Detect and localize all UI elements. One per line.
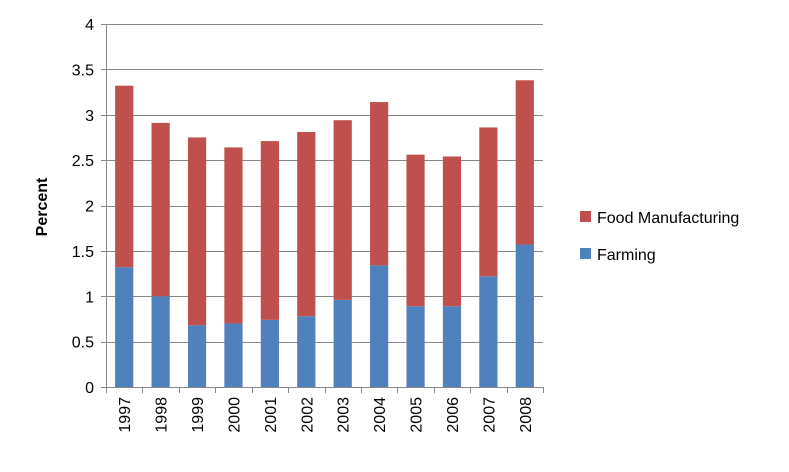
x-tick-label: 1997 [117, 397, 134, 433]
y-axis-title: Percent [34, 177, 51, 236]
bar-food-manufacturing-2004 [370, 102, 389, 266]
legend-swatch-farming [580, 248, 591, 259]
legend-label-farming: Farming [597, 247, 656, 264]
y-tick-label: 1.5 [72, 244, 94, 261]
y-tick-labels: 0 0.5 1 1.5 2 2.5 3 3.5 4 [72, 17, 94, 397]
y-tick-label: 4 [85, 17, 94, 34]
bar-food-manufacturing-2000 [224, 147, 243, 324]
bar-food-manufacturing-1998 [151, 122, 170, 297]
y-tick-label: 0 [85, 380, 94, 397]
x-tick-label: 2005 [409, 397, 426, 433]
x-tick-label: 1999 [190, 397, 207, 433]
legend: Food Manufacturing Farming [580, 210, 739, 264]
legend-label-food-manufacturing: Food Manufacturing [597, 210, 739, 227]
bar-farming-1998 [151, 296, 170, 387]
bar-farming-2006 [442, 306, 462, 387]
bar-food-manufacturing-2008 [515, 80, 534, 245]
x-tick-label: 2003 [336, 397, 353, 433]
x-tick-label: 2000 [226, 397, 243, 433]
bar-food-manufacturing-2003 [333, 120, 352, 300]
legend-swatch-food-manufacturing [580, 211, 591, 222]
gridlines [106, 24, 543, 343]
y-tick-label: 0.5 [72, 335, 94, 352]
x-tick-labels: 1997 1998 1999 2000 2001 2002 2003 2004 2005 2006… [117, 397, 535, 433]
bar-food-manufacturing-2007 [479, 127, 498, 277]
x-tick-label: 2001 [263, 397, 280, 433]
x-tick-label: 2006 [445, 397, 462, 433]
x-tick-label: 2008 [518, 397, 535, 433]
bar-food-manufacturing-1997 [115, 85, 134, 268]
bar-farming-2007 [479, 276, 498, 387]
x-tick-label: 2004 [372, 397, 389, 433]
y-tick-label: 2 [85, 199, 94, 216]
bar-farming-1999 [187, 325, 207, 387]
y-tick-label: 2.5 [72, 153, 94, 170]
bar-food-manufacturing-1999 [187, 137, 207, 326]
y-tick-label: 3 [85, 108, 94, 125]
bar-farming-2008 [515, 244, 534, 387]
bar-farming-1997 [115, 267, 134, 387]
bar-food-manufacturing-2005 [406, 154, 425, 307]
bar-farming-2000 [224, 323, 243, 387]
y-tick-label: 3.5 [72, 62, 94, 79]
x-tick-label: 2007 [481, 397, 498, 433]
x-tick-label: 1998 [154, 397, 171, 433]
bar-farming-2001 [260, 319, 279, 387]
y-tick-label: 1 [85, 289, 94, 306]
bar-farming-2002 [297, 316, 316, 387]
bar-farming-2005 [406, 306, 425, 387]
bars [115, 80, 534, 387]
x-tick-label: 2002 [299, 397, 316, 433]
axes [101, 24, 544, 393]
bar-food-manufacturing-2001 [260, 141, 279, 320]
bar-food-manufacturing-2006 [442, 156, 462, 307]
bar-farming-2003 [333, 299, 352, 387]
bar-farming-2004 [370, 265, 389, 387]
bar-food-manufacturing-2002 [297, 131, 316, 317]
